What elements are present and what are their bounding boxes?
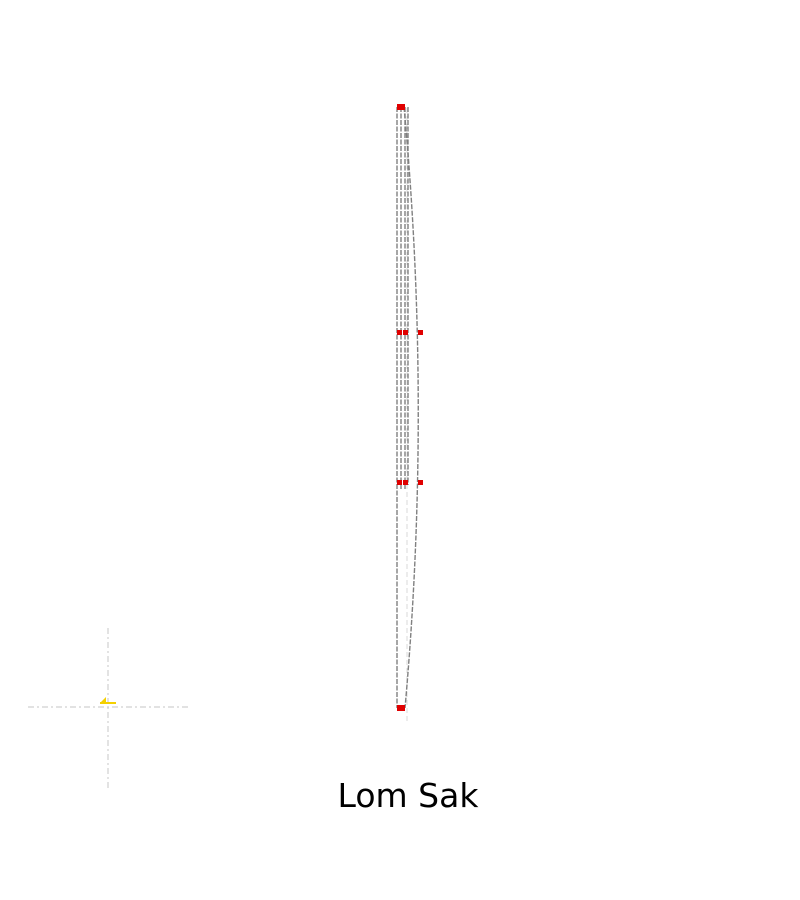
node-handle-icon[interactable] bbox=[418, 330, 423, 335]
node-handle-icon[interactable] bbox=[403, 480, 408, 485]
origin-marker-icon bbox=[100, 697, 116, 704]
node-handle-icon[interactable] bbox=[397, 330, 402, 335]
node-handles bbox=[397, 104, 423, 711]
origin-crosshair bbox=[28, 628, 188, 788]
shape-outlines bbox=[396, 106, 419, 709]
node-handle-icon[interactable] bbox=[397, 104, 405, 110]
outline-bulging-curve bbox=[403, 106, 419, 709]
node-handle-icon[interactable] bbox=[397, 705, 405, 711]
place-caption: Lom Sak bbox=[337, 776, 479, 815]
node-handle-icon[interactable] bbox=[397, 480, 402, 485]
node-handle-icon[interactable] bbox=[403, 330, 408, 335]
node-handle-icon[interactable] bbox=[418, 480, 423, 485]
